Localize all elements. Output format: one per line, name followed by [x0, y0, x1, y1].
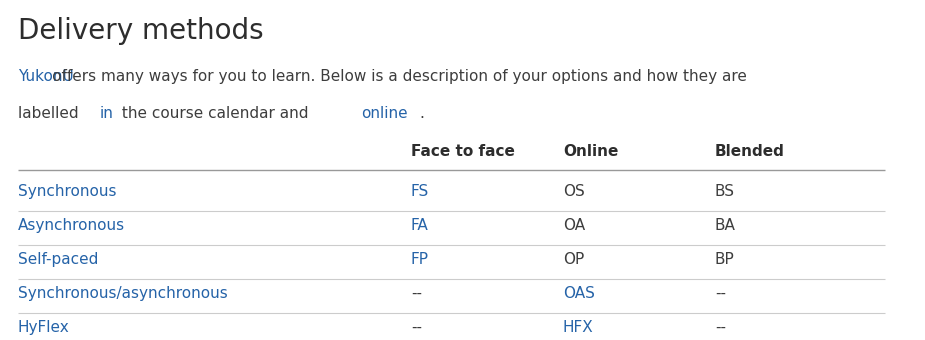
Text: BA: BA	[715, 218, 735, 233]
Text: Asynchronous: Asynchronous	[18, 218, 125, 233]
Text: offers many ways for you to learn. Below is a description of your options and ho: offers many ways for you to learn. Below…	[18, 69, 746, 84]
Text: OS: OS	[563, 184, 585, 200]
Text: --: --	[715, 286, 726, 301]
Text: in: in	[99, 105, 113, 121]
Text: OP: OP	[563, 252, 584, 267]
Text: labelled: labelled	[18, 105, 83, 121]
Text: Self-paced: Self-paced	[18, 252, 98, 267]
Text: FS: FS	[411, 184, 429, 200]
Text: Synchronous/asynchronous: Synchronous/asynchronous	[18, 286, 228, 301]
Text: Synchronous: Synchronous	[18, 184, 116, 200]
Text: online: online	[362, 105, 408, 121]
Text: the course calendar and: the course calendar and	[117, 105, 313, 121]
Text: HyFlex: HyFlex	[18, 320, 69, 335]
Text: FP: FP	[411, 252, 429, 267]
Text: OAS: OAS	[563, 286, 595, 301]
Text: YukonU: YukonU	[18, 69, 73, 84]
Text: .: .	[420, 105, 425, 121]
Text: Delivery methods: Delivery methods	[18, 17, 264, 45]
Text: --: --	[411, 286, 422, 301]
Text: --: --	[715, 320, 726, 335]
Text: Online: Online	[563, 144, 618, 159]
Text: BS: BS	[715, 184, 734, 200]
Text: HFX: HFX	[563, 320, 594, 335]
Text: Blended: Blended	[715, 144, 784, 159]
Text: FA: FA	[411, 218, 428, 233]
Text: --: --	[411, 320, 422, 335]
Text: BP: BP	[715, 252, 734, 267]
Text: OA: OA	[563, 218, 585, 233]
Text: Face to face: Face to face	[411, 144, 515, 159]
